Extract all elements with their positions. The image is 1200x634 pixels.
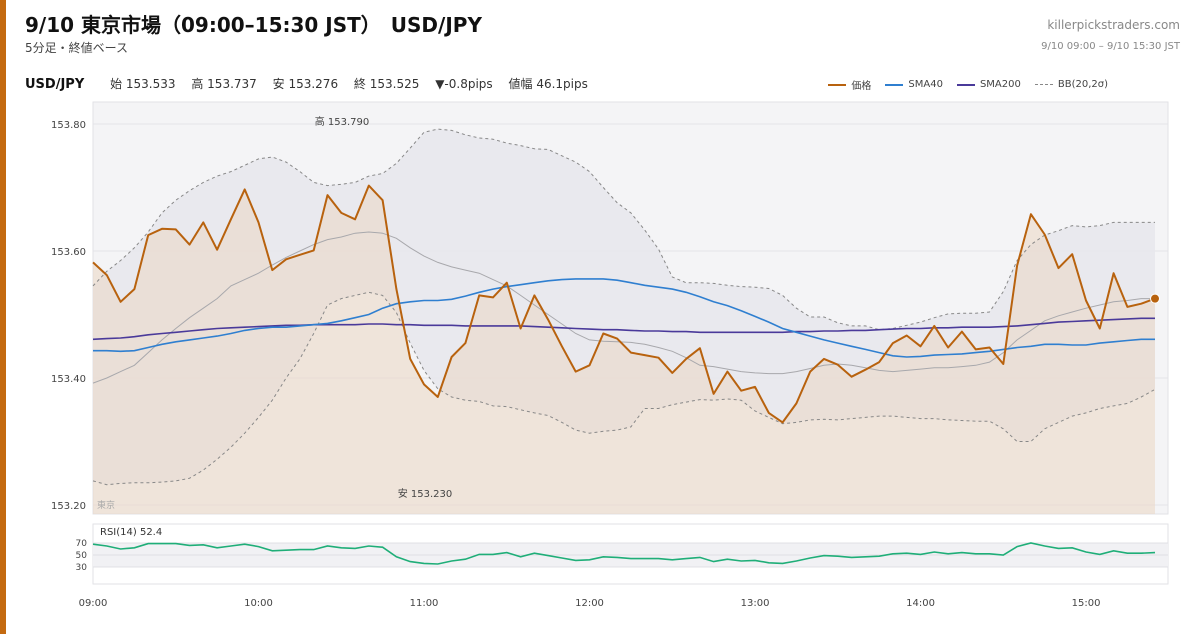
last-price-marker (1150, 293, 1160, 304)
x-tick-label: 14:00 (906, 598, 935, 609)
legend-label-sma40: SMA40 (908, 79, 943, 90)
legend-item-price[interactable]: 価格 (828, 77, 871, 92)
legend-item-sma200[interactable]: SMA200 (956, 77, 1021, 92)
stats-bar: USD/JPY 始 153.533 高 153.737 安 153.276 終 … (25, 75, 600, 92)
page-subtitle: 5分足・終値ベース (25, 41, 129, 55)
y-tick-label: 153.20 (51, 501, 86, 512)
high-annotation: 高 153.790 (315, 115, 370, 128)
price-area-fill (93, 185, 1155, 514)
legend-label-bb: BB(20,2σ) (1057, 79, 1108, 90)
stat-range-width: 値幅 46.1pips (508, 77, 588, 91)
rsi-line (92, 542, 1156, 565)
date-range: 9/10 09:00 – 9/10 15:30 JST (1041, 41, 1180, 52)
legend-label-price: 価格 (851, 81, 872, 92)
y-tick-label: 153.60 (51, 247, 86, 258)
x-tick-label: 09:00 (79, 598, 108, 609)
price-line (92, 184, 1156, 424)
accent-bar (0, 0, 6, 634)
low-annotation: 安 153.230 (398, 487, 453, 500)
rsi-tick-label: 50 (76, 551, 88, 561)
y-tick-label: 153.40 (51, 374, 86, 385)
x-tick-label: 11:00 (410, 598, 439, 609)
rsi-tick-label: 70 (76, 539, 88, 549)
site-name[interactable]: killerpickstraders.com (1047, 18, 1180, 32)
stat-open: 始 153.533 (110, 77, 176, 91)
page-title: 9/10 東京市場（09:00–15:30 JST） USD/JPY (25, 13, 482, 37)
stat-high: 高 153.737 (191, 77, 257, 91)
rsi-label: RSI(14) 52.4 (100, 527, 162, 538)
legend-label-sma200: SMA200 (979, 79, 1021, 90)
legend-item-sma40[interactable]: SMA40 (885, 77, 943, 92)
stat-change: ▼-0.8pips (435, 77, 493, 91)
stat-low: 安 153.276 (272, 77, 339, 91)
symbol-label: USD/JPY (25, 77, 85, 92)
rsi-tick-label: 30 (76, 563, 88, 573)
x-tick-label: 10:00 (244, 598, 273, 609)
legend-item-bb[interactable]: BB(20,2σ) (1034, 77, 1108, 92)
y-tick-label: 153.80 (51, 120, 86, 131)
x-tick-label: 15:00 (1072, 598, 1101, 609)
bb-upper-line (92, 128, 1155, 331)
sma200-line (92, 317, 1155, 341)
chart-legend: 価格 SMA40 SMA200 BB(20,2σ) (828, 77, 1108, 92)
session-label: 東京 (97, 499, 115, 511)
x-tick-label: 13:00 (741, 598, 770, 609)
x-tick-label: 12:00 (575, 598, 604, 609)
stat-close: 終 153.525 (353, 77, 420, 91)
bb-middle-line (92, 231, 1155, 384)
sma40-line (93, 278, 1155, 358)
